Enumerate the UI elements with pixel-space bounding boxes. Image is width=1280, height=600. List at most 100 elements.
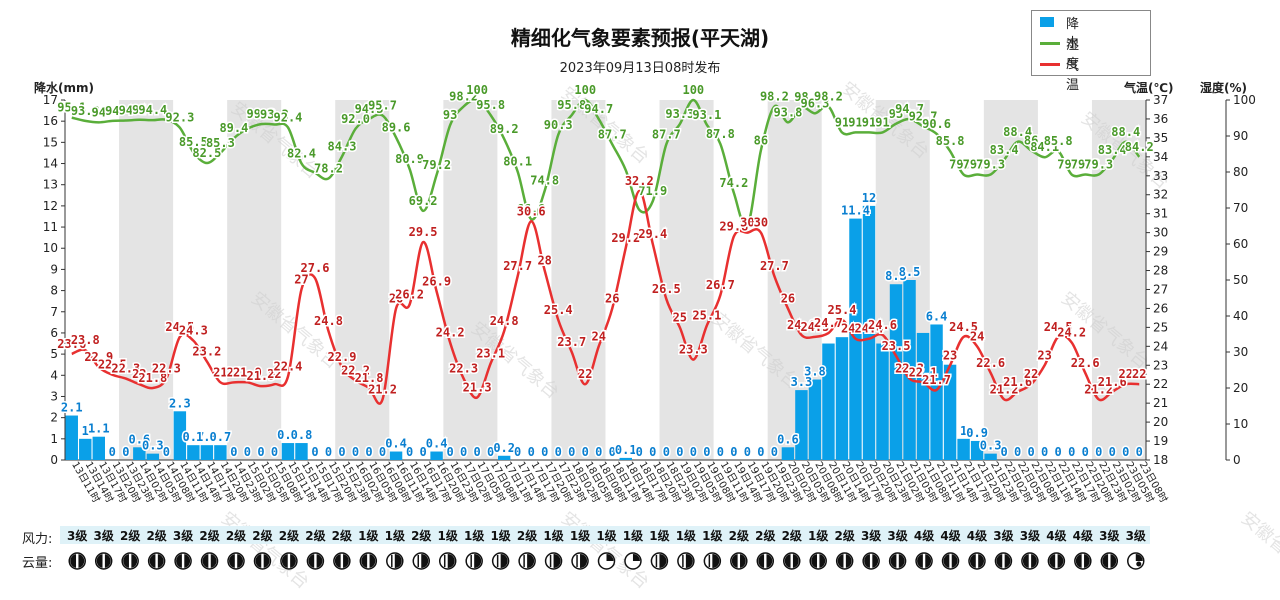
humidity-data-label: 92.3: [165, 111, 194, 125]
precip-data-label: 1: [960, 424, 967, 438]
precip-tick-label: 11: [43, 220, 58, 234]
precip-data-label: 0: [717, 445, 724, 459]
temp-data-label: 24.8: [490, 314, 519, 328]
cloud-icon-mark: [843, 554, 846, 568]
wind-value: 2级: [146, 528, 166, 543]
humidity-data-label: 91: [835, 115, 849, 129]
chart-subtitle: 2023年09月13日08时发布: [559, 61, 721, 76]
wind-value: 1级: [702, 528, 722, 543]
temp-data-label: 21.9: [246, 369, 275, 383]
cloud-icon-mark: [128, 554, 132, 568]
precip-data-label: 0: [460, 445, 467, 459]
cloud-icon-mark: [1081, 554, 1085, 568]
temp-data-label: 22.3: [895, 362, 924, 376]
wind-value: 1级: [490, 528, 510, 543]
precip-data-label: 0: [1041, 445, 1048, 459]
precip-data-label: 0.2: [493, 441, 515, 455]
precip-data-label: 0: [311, 445, 318, 459]
humidity-data-label: 66.9: [517, 202, 546, 216]
humidity-data-label: 71.9: [638, 184, 667, 198]
wind-value: 2级: [755, 528, 775, 543]
humidity-data-label: 98.2: [760, 89, 789, 103]
humidity-data-label: 98: [794, 90, 808, 104]
wind-row-bg: [60, 526, 1150, 544]
precip-data-label: 0: [582, 445, 589, 459]
humidity-data-label: 94: [119, 104, 133, 118]
precip-bars: [65, 205, 997, 460]
cloud-icon-fill: [685, 554, 693, 568]
humidity-line: [71, 98, 1141, 229]
precip-bar: [984, 453, 997, 460]
wind-value: 1级: [676, 528, 696, 543]
precip-data-label: 0: [257, 445, 264, 459]
temp-data-label: 23: [943, 348, 957, 362]
humidity-data-label: 98.2: [814, 89, 843, 103]
precip-data-label: 0: [1055, 445, 1062, 459]
temp-data-label: 24.6: [868, 318, 897, 332]
precip-bar: [65, 415, 78, 460]
humidity-data-label: 93.8: [773, 105, 802, 119]
temp-tick-label: 29: [1153, 245, 1168, 259]
legend-precip-label: 降水: [1066, 17, 1080, 51]
cloud-icon-mark: [1002, 554, 1005, 568]
precip-tick-label: 3: [50, 389, 58, 403]
precip-data-label: 6.4: [926, 309, 948, 323]
wind-value: 3级: [67, 528, 87, 543]
temp-data-label: 29.5: [409, 225, 438, 239]
watermark-text: 安徽省气象台: [1237, 508, 1280, 594]
cloud-icon-fill: [580, 554, 588, 568]
humidity-axis-label: 湿度(%): [1200, 81, 1247, 95]
precip-bar: [970, 440, 984, 460]
humidity-data-label: 100: [682, 83, 704, 97]
temp-tick-label: 22: [1153, 377, 1168, 391]
precip-bar: [930, 324, 943, 460]
wind-row-label: 风力:: [22, 532, 53, 547]
temp-data-label: 21.2: [368, 382, 397, 396]
wind-value: 1级: [385, 528, 405, 543]
humidity-data-label: 93.3: [665, 107, 694, 121]
wind-value: 1级: [438, 528, 458, 543]
temp-data-label: 22.6: [976, 356, 1005, 370]
precip-data-label: 2.1: [61, 401, 83, 415]
humidity-data-label: 95.8: [557, 98, 586, 112]
humidity-data-label: 94: [105, 104, 119, 118]
humidity-data-label: 85.5: [179, 135, 208, 149]
cloud-icon: [703, 552, 722, 570]
temp-data-label: 29.8: [719, 219, 748, 233]
humidity-tick-label: 0: [1233, 453, 1241, 467]
humidity-data-label: 74.2: [719, 176, 748, 190]
precip-data-label: 0.6: [128, 432, 150, 446]
precip-data-label: 0.7: [183, 430, 205, 444]
humidity-tick-label: 100: [1233, 93, 1256, 107]
precip-data-label: 0: [338, 445, 345, 459]
temp-data-label: 32.2: [625, 174, 654, 188]
precip-data-label: 0.8: [291, 428, 313, 442]
precip-bar: [781, 447, 795, 460]
precip-data-label: 11.4: [841, 204, 870, 218]
cloud-icon: [333, 552, 351, 570]
cloud-icon: [491, 552, 510, 570]
humidity-data-label: 93.8: [71, 104, 100, 118]
day-bands: [119, 100, 1146, 460]
precip-bar: [295, 443, 308, 460]
precip-data-label: 0: [649, 445, 656, 459]
cloud-icon-fill: [553, 554, 561, 568]
humidity-data-label: 93.2: [260, 107, 289, 121]
precip-data-label: 0.4: [385, 437, 407, 451]
temp-data-label: 21: [227, 365, 241, 379]
precip-data-label: 0: [636, 445, 643, 459]
cloud-icon-fill: [712, 554, 720, 568]
precip-bar: [795, 390, 808, 460]
humidity-data-label: 98.2: [449, 89, 478, 103]
precip-data-label: 0.4: [426, 437, 448, 451]
temp-data-label: 24.5: [1044, 320, 1073, 334]
humidity-data-label: 69.2: [409, 194, 438, 208]
humidity-data-label: 83.4: [990, 143, 1019, 157]
temp-line: [71, 189, 1140, 405]
precip-tick-label: 17: [43, 93, 58, 107]
precip-data-label: 0: [595, 445, 602, 459]
temp-data-label: 22: [267, 367, 281, 381]
temp-data-label: 22.1: [909, 365, 938, 379]
precip-data-label: 1.5: [196, 430, 218, 444]
temp-tick-label: 25: [1153, 320, 1168, 334]
